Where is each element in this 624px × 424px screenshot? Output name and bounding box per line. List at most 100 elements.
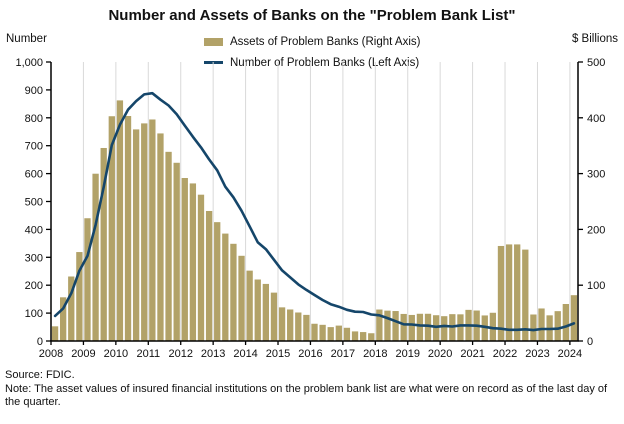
- right-axis-label: 100: [587, 280, 605, 292]
- asset-bar: [165, 151, 172, 341]
- number-line: [53, 91, 576, 332]
- asset-bar: [230, 243, 237, 341]
- asset-bar: [262, 283, 270, 341]
- asset-bar: [303, 314, 310, 341]
- bar-swatch-icon: [204, 37, 223, 46]
- legend-label-number: Number of Problem Banks (Left Axis): [230, 56, 420, 69]
- asset-bar: [214, 222, 221, 341]
- x-axis-label: 2021: [460, 348, 484, 360]
- x-axis-label: 2024: [558, 348, 582, 360]
- left-axis-label: 700: [25, 141, 43, 153]
- asset-bar: [51, 326, 59, 341]
- asset-bar: [68, 276, 75, 341]
- left-axis-label: 400: [25, 224, 43, 236]
- left-axis-label: 800: [25, 113, 43, 125]
- asset-bar: [205, 210, 213, 341]
- left-axis-label: 100: [25, 308, 43, 320]
- left-axis-label: 200: [25, 280, 43, 292]
- note-text: Note: The asset values of insured financ…: [5, 382, 608, 409]
- asset-bar: [197, 194, 205, 341]
- asset-bar: [497, 245, 505, 341]
- asset-bar: [319, 324, 326, 341]
- x-axis-label: 2012: [168, 348, 192, 360]
- legend-label-assets: Assets of Problem Banks (Right Axis): [230, 35, 421, 48]
- asset-bar: [270, 292, 278, 341]
- x-axis-label: 2014: [233, 348, 257, 360]
- asset-bar: [157, 133, 164, 341]
- asset-bar: [246, 270, 253, 341]
- x-axis-label: 2010: [104, 348, 128, 360]
- chart-title: Number and Assets of Banks on the "Probl…: [108, 7, 516, 24]
- legend-item-assets: Assets of Problem Banks (Right Axis): [204, 31, 420, 52]
- asset-bar: [530, 314, 537, 341]
- asset-bar: [514, 244, 521, 341]
- asset-bar: [60, 297, 67, 341]
- asset-bar: [295, 312, 302, 341]
- right-axis-label: 0: [587, 336, 593, 348]
- legend: Assets of Problem Banks (Right Axis) Num…: [204, 31, 420, 73]
- asset-bar: [76, 252, 83, 341]
- asset-bar: [108, 116, 115, 341]
- asset-bar: [189, 183, 197, 341]
- left-axis-label: 500: [25, 197, 43, 209]
- asset-bar: [238, 255, 245, 341]
- asset-bar: [432, 315, 440, 341]
- source-text: Source: FDIC.: [5, 369, 75, 381]
- x-axis-label: 2011: [136, 348, 160, 360]
- asset-bar: [400, 313, 407, 341]
- asset-bar: [424, 313, 432, 341]
- right-axis-label: 400: [587, 113, 605, 125]
- x-axis-label: 2016: [298, 348, 322, 360]
- left-axis-unit-label: Number: [6, 33, 47, 45]
- asset-bar: [554, 311, 561, 341]
- asset-bar: [441, 316, 448, 341]
- asset-bar: [116, 100, 124, 341]
- asset-bar: [311, 323, 318, 341]
- right-axis-unit-label: $ Billions: [571, 33, 618, 45]
- asset-bar: [149, 119, 156, 341]
- x-axis-label: 2009: [71, 348, 95, 360]
- asset-bar: [481, 315, 488, 341]
- right-axis-label: 500: [587, 57, 605, 69]
- asset-bar: [538, 308, 545, 341]
- x-axis-label: 2020: [428, 348, 452, 360]
- asset-bar: [287, 309, 294, 341]
- asset-bar: [505, 244, 513, 341]
- asset-bar: [327, 327, 334, 341]
- asset-bar: [100, 147, 107, 341]
- asset-bar: [562, 304, 569, 341]
- left-axis-label: 0: [37, 336, 43, 348]
- right-axis-label: 200: [587, 224, 605, 236]
- x-axis-label: 2013: [201, 348, 225, 360]
- x-axis-label: 2015: [266, 348, 290, 360]
- asset-bar: [181, 178, 188, 341]
- left-axis-label: 300: [25, 252, 43, 264]
- asset-bar: [376, 309, 383, 341]
- asset-bar: [132, 129, 140, 341]
- asset-bar: [222, 233, 229, 341]
- asset-bar: [416, 313, 424, 341]
- asset-bar: [92, 173, 99, 341]
- asset-bar: [457, 314, 464, 341]
- right-axis-label: 300: [587, 169, 605, 181]
- x-axis-label: 2022: [493, 348, 517, 360]
- asset-bar: [384, 310, 391, 341]
- x-axis-label: 2018: [363, 348, 387, 360]
- asset-bar: [124, 116, 132, 341]
- x-axis-label: 2008: [39, 348, 63, 360]
- left-axis-label: 900: [25, 85, 43, 97]
- asset-bar: [141, 123, 148, 341]
- x-axis-label: 2023: [525, 348, 549, 360]
- asset-bar: [173, 162, 180, 341]
- asset-bar: [278, 307, 286, 341]
- asset-bar: [343, 327, 351, 341]
- chart-footnotes: Source: FDIC. Note: The asset values of …: [5, 369, 617, 410]
- asset-bar: [392, 311, 399, 341]
- x-axis-label: 2017: [331, 348, 355, 360]
- asset-bar: [522, 249, 529, 341]
- asset-bar: [359, 332, 367, 341]
- asset-bar: [570, 295, 578, 341]
- asset-bar: [254, 279, 261, 341]
